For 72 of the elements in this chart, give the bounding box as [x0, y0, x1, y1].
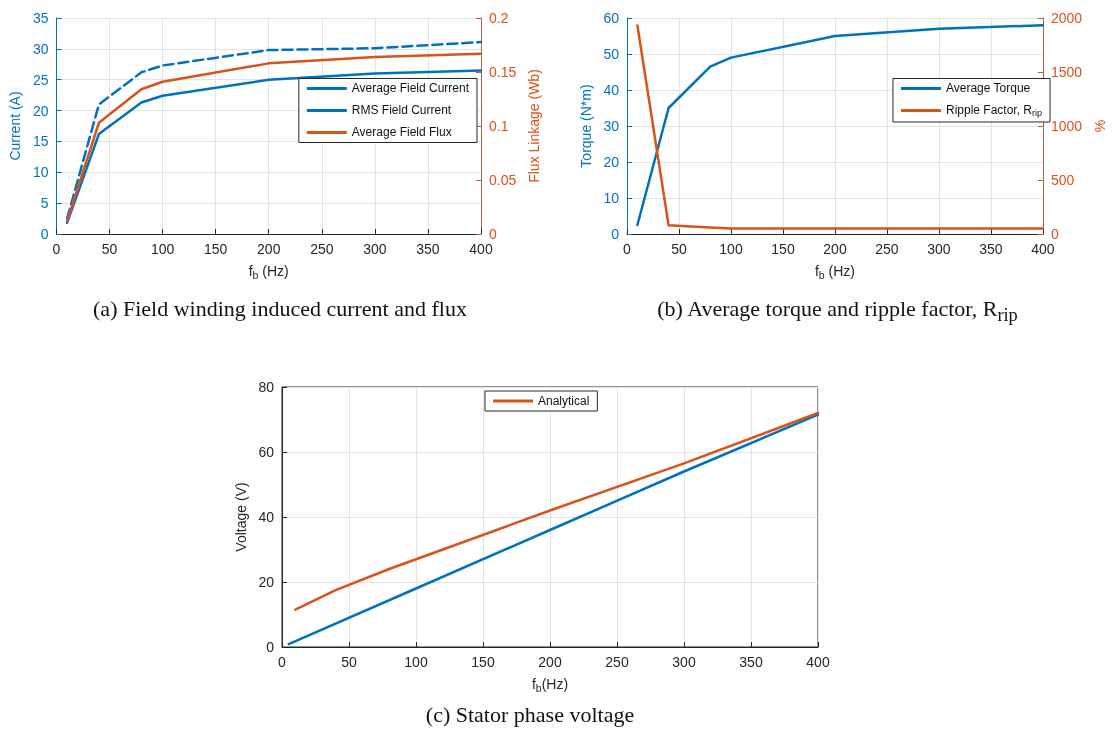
y-tick-label: 20	[32, 102, 49, 119]
x-tick-label: 200	[257, 241, 281, 257]
legend-label: RMS Field Current	[351, 103, 452, 118]
x-tick-label: 300	[927, 241, 951, 257]
y-tick-label: 60	[603, 10, 620, 26]
y-tick-label: 50	[603, 46, 620, 62]
x-tick-label: 350	[739, 654, 763, 670]
y-tick-label: 60	[258, 444, 275, 460]
y-tick-label: 30	[603, 118, 620, 134]
y2-tick-label: 0.2	[489, 10, 509, 26]
y2-tick-label: 0	[1050, 226, 1059, 242]
x-tick-label: 150	[203, 241, 228, 257]
x-tick-label: 50	[341, 654, 357, 670]
y2-tick-label: 2000	[1050, 10, 1083, 26]
legend-label: Average Field Current	[351, 81, 470, 96]
y2-tick-label: 1500	[1050, 64, 1083, 80]
y2-axis-title: %	[1092, 119, 1108, 133]
y2-tick-label: 0	[489, 226, 497, 242]
y2-tick-label: 0.1	[489, 118, 509, 134]
y-axis-title: Voltage (V)	[232, 482, 249, 552]
x-tick-label: 400	[1031, 241, 1055, 257]
x-tick-label: 350	[416, 241, 440, 257]
line-series	[294, 411, 820, 611]
y-tick-label: 35	[32, 10, 49, 26]
y2-axis-title: Flux Linkage (Wb)	[526, 69, 543, 183]
x-tick-label: 0	[623, 241, 632, 257]
y2-tick-label: 1000	[1050, 118, 1083, 134]
text: (b) Average torque and ripple factor, R$_{rip}$	[656, 296, 1019, 327]
x-tick-label: 200	[538, 654, 562, 670]
x-tick-label: 400	[806, 654, 830, 670]
legend-label: Average Field Flux	[351, 125, 452, 140]
x-tick-label: 300	[672, 654, 696, 670]
y-axis-title: Current (A)	[7, 91, 23, 161]
y2-tick-label: 500	[1050, 172, 1075, 188]
x-tick-label: 400	[469, 241, 493, 257]
x-tick-label: 300	[363, 241, 387, 257]
x-tick-label: 50	[101, 241, 118, 257]
x-tick-label: 250	[605, 654, 629, 670]
y-tick-label: 80	[258, 379, 275, 395]
x-tick-label: 250	[310, 241, 334, 257]
y-tick-label: 40	[603, 82, 620, 98]
x-tick-label: 150	[771, 241, 795, 257]
y-tick-label: 15	[32, 133, 49, 150]
x-tick-label: 150	[471, 654, 495, 670]
y-tick-label: 30	[32, 40, 49, 57]
x-tick-label: 350	[979, 241, 1003, 257]
legend-label: Average Torque	[945, 81, 1031, 96]
y2-tick-label: 0.15	[489, 64, 517, 80]
y2-tick-label: 0.05	[489, 172, 517, 188]
y-tick-label: 0	[40, 226, 49, 242]
x-tick-label: 100	[404, 654, 428, 670]
x-tick-label: 0	[278, 654, 287, 670]
y-axis-title: Torque (N*m)	[577, 84, 594, 168]
x-tick-label: 100	[719, 241, 743, 257]
legend-label: Analytical	[538, 394, 590, 408]
y-tick-label: 5	[40, 195, 49, 212]
text: (c) Stator phase voltage	[424, 702, 636, 728]
x-tick-label: 50	[671, 241, 687, 257]
y-tick-label: 20	[258, 574, 275, 590]
y-tick-label: 40	[258, 509, 275, 525]
y-tick-label: 10	[32, 164, 49, 181]
text: (a) Field winding induced current and flux	[92, 296, 468, 322]
x-tick-label: 200	[823, 241, 847, 257]
y-tick-label: 0	[266, 639, 275, 655]
x-tick-label: 250	[875, 241, 899, 257]
y-tick-label: 10	[603, 190, 620, 206]
y-tick-label: 0	[611, 226, 620, 242]
x-tick-label: 0	[52, 241, 61, 257]
x-tick-label: 100	[150, 241, 175, 257]
line-series	[287, 413, 820, 646]
y-tick-label: 25	[32, 71, 49, 88]
y-tick-label: 20	[603, 154, 620, 170]
